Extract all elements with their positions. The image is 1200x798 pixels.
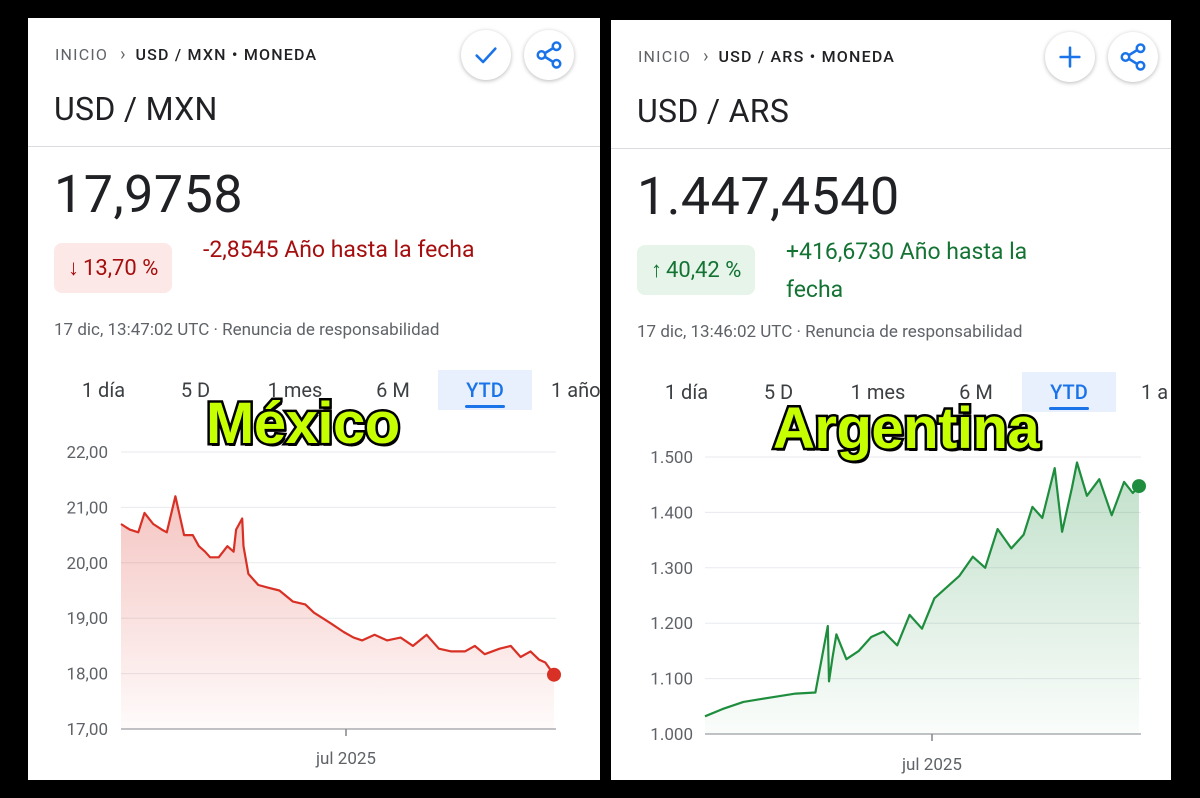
change-amount: +416,6730 Año hasta la fecha — [786, 238, 1028, 303]
tab-5-days[interactable]: 5 D — [180, 378, 211, 402]
share-icon — [536, 41, 562, 69]
chevron-right-icon: › — [120, 44, 126, 65]
y-tick-label: 1.300 — [650, 559, 693, 579]
follow-button[interactable] — [461, 30, 511, 80]
x-tick-label: jul 2025 — [315, 749, 376, 769]
page-title: USD / ARS — [637, 92, 790, 130]
country-label-mexico: México — [204, 389, 403, 459]
usd-mxn-panel: INICIO › USD / MXN • MONEDA USD / MXN 17… — [28, 18, 600, 780]
plus-icon — [1059, 46, 1081, 68]
series-area — [705, 462, 1139, 734]
breadcrumb-home-link[interactable]: INICIO — [638, 47, 692, 66]
checkmark-icon — [475, 47, 497, 64]
tab-1-month[interactable]: 1 mes — [850, 380, 906, 404]
y-tick-label: 1.000 — [650, 725, 693, 745]
tab-1-year[interactable]: 1 a — [1141, 380, 1169, 404]
breadcrumb-current: USD / ARS • MONEDA — [718, 47, 896, 66]
tab-1-month[interactable]: 1 mes — [267, 378, 323, 402]
tab-6-months[interactable]: 6 M — [959, 380, 993, 404]
y-tick-label: 1.100 — [650, 670, 693, 690]
current-price: 1.447,4540 — [637, 166, 900, 227]
y-tick-label: 18,00 — [66, 665, 108, 685]
series-line — [704, 461, 1140, 718]
series-area — [121, 496, 554, 729]
y-tick-label: 1.400 — [650, 503, 693, 523]
tab-ytd[interactable]: YTD — [1022, 372, 1116, 412]
tab-1-day[interactable]: 1 día — [81, 378, 126, 402]
share-button[interactable] — [1108, 32, 1158, 82]
range-tabs: 1 día 5 D 1 mes 6 M YTD 1 año — [28, 370, 600, 410]
chevron-right-icon: › — [703, 46, 709, 67]
follow-button[interactable] — [1045, 32, 1095, 82]
breadcrumb: INICIO › USD / ARS • MONEDA — [638, 46, 895, 67]
page-title: USD / MXN — [54, 90, 218, 128]
current-price: 17,9758 — [54, 164, 244, 225]
change-percent-badge: ↓ 13,70 % — [54, 243, 173, 293]
timestamp: 17 dic, 13:47:02 UTC · Renuncia de respo… — [54, 320, 440, 340]
y-tick-label: 17,00 — [66, 720, 108, 740]
breadcrumb: INICIO › USD / MXN • MONEDA — [55, 44, 317, 65]
divider — [611, 148, 1171, 149]
country-label-argentina: Argentina — [770, 394, 1042, 464]
change-percent-value: 13,70 % — [83, 255, 159, 281]
breadcrumb-home-link[interactable]: INICIO — [55, 45, 109, 64]
tab-5-days[interactable]: 5 D — [763, 380, 794, 404]
tab-1-day[interactable]: 1 día — [664, 380, 709, 404]
arrow-down-icon: ↓ — [68, 256, 79, 281]
series-line — [120, 495, 555, 676]
range-tabs: 1 día 5 D 1 mes 6 M YTD 1 a — [611, 372, 1171, 412]
x-tick-label: jul 2025 — [901, 755, 962, 775]
share-icon — [1120, 43, 1146, 71]
timestamp: 17 dic, 13:46:02 UTC · Renuncia de respo… — [637, 322, 1023, 342]
change-amount: -2,8545 Año hasta la fecha — [203, 236, 475, 263]
current-value-dot — [1132, 479, 1146, 494]
y-tick-label: 1.500 — [650, 448, 693, 468]
change-percent-value: 40,42 % — [666, 257, 742, 283]
share-button[interactable] — [524, 30, 574, 80]
y-tick-label: 1.200 — [650, 614, 693, 634]
y-tick-label: 21,00 — [66, 498, 108, 518]
usd-ars-chart: 1.500 1.400 1.300 1.200 1.100 1.000 jul 2025 — [650, 448, 1146, 775]
tab-6-months[interactable]: 6 M — [376, 378, 410, 402]
current-value-dot — [547, 667, 561, 682]
tab-1-year[interactable]: 1 año — [551, 378, 600, 402]
change-percent-badge: ↑ 40,42 % — [637, 245, 756, 295]
y-tick-label: 22,00 — [66, 443, 108, 463]
divider — [28, 146, 600, 147]
arrow-up-icon: ↑ — [651, 258, 662, 283]
breadcrumb-current: USD / MXN • MONEDA — [135, 45, 318, 64]
y-tick-label: 19,00 — [66, 609, 108, 629]
usd-ars-panel: INICIO › USD / ARS • MONEDA USD / ARS 1.… — [611, 20, 1171, 780]
tab-ytd[interactable]: YTD — [438, 370, 532, 410]
usd-mxn-chart: 22,00 21,00 20,00 19,00 18,00 17,00 jul 2025 — [66, 443, 561, 769]
y-tick-label: 20,00 — [66, 554, 108, 574]
